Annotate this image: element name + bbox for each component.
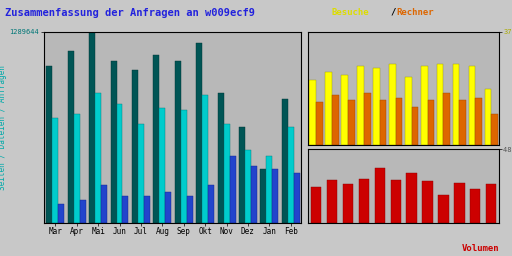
Bar xyxy=(117,104,122,223)
Bar xyxy=(165,192,172,223)
Bar xyxy=(405,77,412,145)
Bar xyxy=(325,72,332,145)
Bar xyxy=(202,95,208,223)
Bar xyxy=(428,100,434,145)
Bar xyxy=(80,200,86,223)
Bar xyxy=(138,124,144,223)
Bar xyxy=(196,44,202,223)
Bar xyxy=(266,156,272,223)
Bar xyxy=(348,100,355,145)
Bar xyxy=(364,93,371,145)
Bar xyxy=(309,80,316,145)
Bar xyxy=(272,169,279,223)
Bar xyxy=(359,178,369,223)
Bar xyxy=(484,89,491,145)
Text: Zusammenfassung der Anfragen an w009ecf9: Zusammenfassung der Anfragen an w009ecf9 xyxy=(5,8,255,18)
Bar xyxy=(68,51,74,223)
Bar xyxy=(316,102,323,145)
Bar xyxy=(453,64,459,145)
Text: Rechner: Rechner xyxy=(397,8,434,17)
Bar xyxy=(459,100,466,145)
Bar xyxy=(422,182,433,223)
Bar xyxy=(111,61,117,223)
Bar xyxy=(294,173,300,223)
Bar xyxy=(288,127,294,223)
Bar xyxy=(407,173,417,223)
Bar xyxy=(380,100,387,145)
Bar xyxy=(343,184,353,223)
Bar xyxy=(218,93,224,223)
Bar xyxy=(46,66,52,223)
Bar xyxy=(421,66,428,145)
Bar xyxy=(468,66,475,145)
Bar xyxy=(239,127,245,223)
Bar xyxy=(443,93,450,145)
Bar xyxy=(251,165,257,223)
Bar xyxy=(438,195,449,223)
Bar xyxy=(245,150,251,223)
Bar xyxy=(52,118,58,223)
Bar xyxy=(153,55,159,223)
Bar xyxy=(373,68,380,145)
Bar xyxy=(181,110,187,223)
Bar xyxy=(208,185,214,223)
Bar xyxy=(389,64,396,145)
Text: Volumen: Volumen xyxy=(462,244,499,253)
Bar xyxy=(437,64,443,145)
Bar xyxy=(229,156,236,223)
Bar xyxy=(58,204,65,223)
Bar xyxy=(74,114,80,223)
Bar xyxy=(89,32,95,223)
Bar xyxy=(159,108,165,223)
Text: Besuche: Besuche xyxy=(332,8,369,17)
Bar xyxy=(475,98,482,145)
Bar xyxy=(470,189,480,223)
Bar xyxy=(454,183,464,223)
Bar xyxy=(122,196,129,223)
Bar xyxy=(327,180,337,223)
Bar xyxy=(311,187,322,223)
Y-axis label: Seiten / Dateien / Anfragen: Seiten / Dateien / Anfragen xyxy=(0,65,7,190)
Bar xyxy=(412,107,418,145)
Bar xyxy=(95,93,101,223)
Bar xyxy=(375,168,385,223)
Bar xyxy=(391,180,401,223)
Text: /: / xyxy=(390,8,395,17)
Bar xyxy=(282,99,288,223)
Bar xyxy=(357,66,364,145)
Bar xyxy=(396,98,402,145)
Bar xyxy=(175,61,181,223)
Bar xyxy=(132,70,138,223)
Bar xyxy=(187,196,193,223)
Bar xyxy=(486,184,497,223)
Bar xyxy=(491,114,498,145)
Bar xyxy=(224,124,229,223)
Bar xyxy=(101,185,107,223)
Bar xyxy=(144,196,150,223)
Bar xyxy=(342,75,348,145)
Bar xyxy=(260,169,266,223)
Bar xyxy=(332,95,339,145)
